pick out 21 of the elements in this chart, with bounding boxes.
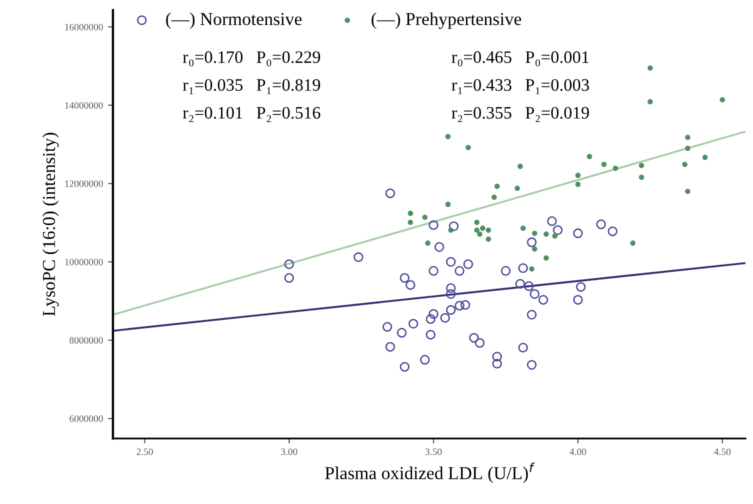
- x-tick-label: 3.50: [426, 448, 442, 456]
- x-tick-label: 3.00: [281, 448, 298, 456]
- x-tick-label: 4.00: [570, 448, 586, 456]
- y-tick-label: 16000000: [65, 24, 103, 30]
- y-tick-label: 14000000: [65, 102, 103, 109]
- annotation: r₁=0.035 P₁=0.819: [182, 79, 320, 94]
- legend-label: (—) Prehypertensive: [372, 12, 522, 29]
- y-tick-label: 12000000: [65, 180, 103, 188]
- x-tick-label: 2.50: [136, 448, 153, 456]
- y-axis-title: LysoPC (16:0) (intensity): [42, 132, 59, 316]
- annotation: r₀=0.170 P₀=0.229: [182, 51, 320, 66]
- annotation: r₀=0.465 P₀=0.001: [452, 51, 589, 66]
- y-tick-label: 8000000: [70, 337, 103, 344]
- x-axis-title: Plasma oxidized LDL (U/L)$^{f}$: [325, 462, 535, 483]
- legend-label: (—) Normotensive: [166, 12, 302, 29]
- annotation: r₂=0.101 P₂=0.516: [182, 106, 320, 122]
- x-tick-label: 4.50: [714, 448, 730, 456]
- y-tick-label: 10000000: [65, 258, 103, 266]
- annotation: r₂=0.355 P₂=0.019: [452, 106, 589, 122]
- y-tick-label: 6000000: [70, 415, 103, 422]
- annotation: r₁=0.433 P₁=0.003: [452, 79, 589, 94]
